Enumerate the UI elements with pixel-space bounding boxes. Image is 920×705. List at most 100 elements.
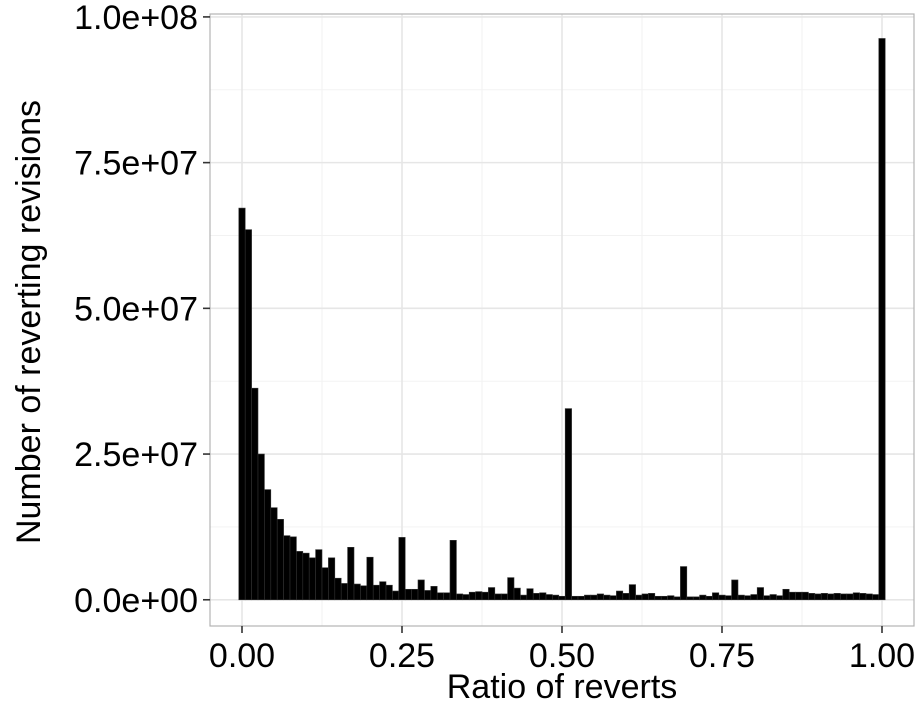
histogram-bar <box>584 594 592 601</box>
histogram-bar <box>616 590 624 601</box>
histogram-bar <box>558 595 566 601</box>
histogram-bar <box>628 584 636 601</box>
histogram-bar <box>372 584 380 601</box>
histogram-bar <box>731 579 739 601</box>
histogram-bar <box>692 596 700 601</box>
x-tick-label: 0.00 <box>209 637 275 675</box>
histogram-bar <box>788 591 796 601</box>
histogram-bar <box>411 588 419 601</box>
histogram-bar <box>590 594 598 601</box>
histogram-bar <box>801 591 809 601</box>
histogram-bar <box>334 577 342 601</box>
histogram-bar <box>635 594 643 601</box>
histogram-bar <box>289 536 297 601</box>
x-tick-label: 0.75 <box>689 637 755 675</box>
x-axis-title: Ratio of reverts <box>447 668 678 705</box>
y-tick-label: 2.5e+07 <box>74 436 198 474</box>
histogram-bar <box>238 207 246 601</box>
histogram-bar <box>814 593 822 601</box>
histogram-bar <box>705 595 713 601</box>
histogram-bar <box>795 591 803 601</box>
histogram-bar <box>328 557 336 601</box>
histogram-bar <box>283 535 291 601</box>
y-tick-label: 0.0e+00 <box>74 582 198 620</box>
histogram-bar <box>852 592 860 601</box>
histogram-bar <box>520 594 528 601</box>
histogram-bar <box>654 595 662 601</box>
histogram-bar <box>571 595 579 601</box>
histogram-bar <box>648 593 656 601</box>
histogram-bar <box>667 595 675 601</box>
histogram-bar <box>782 588 790 601</box>
histogram-bar <box>641 593 649 601</box>
histogram-bar <box>724 595 732 601</box>
y-axis: 0.0e+00 2.5e+07 5.0e+07 7.5e+07 1.0e+08 <box>74 0 210 620</box>
histogram-bars <box>238 38 886 601</box>
histogram-bar <box>545 594 553 601</box>
histogram-bar <box>532 593 540 601</box>
histogram-bar <box>840 593 848 601</box>
histogram-bar <box>417 579 425 601</box>
histogram-bar <box>456 593 464 601</box>
histogram-bar <box>436 592 444 601</box>
histogram-bar <box>872 594 880 601</box>
histogram-bar <box>264 489 272 601</box>
histogram-bar <box>340 583 348 601</box>
histogram-bar <box>603 594 611 601</box>
histogram-bar <box>622 593 630 601</box>
histogram-bar <box>673 596 681 601</box>
histogram-bar <box>385 584 393 601</box>
histogram-bar <box>718 594 726 601</box>
histogram-bar <box>833 593 841 601</box>
histogram-bar <box>468 591 476 601</box>
histogram-bar <box>315 549 323 601</box>
histogram-bar <box>609 595 617 601</box>
y-tick-label: 5.0e+07 <box>74 290 198 328</box>
histogram-bar <box>596 593 604 601</box>
histogram-bar <box>244 229 252 601</box>
histogram-bar <box>539 592 547 601</box>
histogram-bar <box>769 594 777 601</box>
histogram-bar <box>276 519 284 601</box>
histogram-bar <box>257 453 265 601</box>
histogram-bar <box>750 594 758 601</box>
histogram-bar <box>449 540 457 601</box>
x-tick-label: 0.50 <box>529 637 595 675</box>
y-tick-label: 7.5e+07 <box>74 145 198 183</box>
histogram-bar <box>430 586 438 601</box>
histogram-bar <box>564 408 572 601</box>
histogram-bar <box>500 593 508 601</box>
histogram-bar <box>552 594 560 601</box>
histogram-bar <box>321 567 329 601</box>
x-tick-label: 1.00 <box>849 637 915 675</box>
histogram-bar <box>737 594 745 601</box>
histogram-bar <box>308 557 316 601</box>
histogram-bar <box>270 507 278 601</box>
histogram-bar <box>865 593 873 601</box>
x-axis: 0.00 0.25 0.50 0.75 1.00 <box>209 626 915 675</box>
histogram-bar <box>481 591 489 601</box>
histogram-bar <box>488 587 496 601</box>
histogram-bar <box>699 594 707 601</box>
x-tick-label: 0.25 <box>369 637 435 675</box>
histogram-bar <box>526 588 534 601</box>
histogram-bar <box>353 583 361 601</box>
histogram-bar <box>513 587 521 601</box>
histogram-bar <box>878 38 886 601</box>
histogram-bar <box>494 593 502 601</box>
histogram-bar <box>251 387 259 601</box>
histogram-bar <box>443 592 451 601</box>
histogram-bar <box>776 595 784 601</box>
y-tick-label: 1.0e+08 <box>74 0 198 37</box>
histogram-bar <box>859 593 867 601</box>
histogram-bar <box>462 594 470 601</box>
histogram-bar <box>398 537 406 601</box>
histogram-bar <box>360 585 368 601</box>
histogram-bar <box>763 595 771 601</box>
histogram-bar <box>846 593 854 601</box>
histogram-bar <box>296 551 304 601</box>
grid-lines <box>210 14 914 626</box>
histogram-bar <box>347 547 355 601</box>
histogram-bar <box>475 591 483 601</box>
histogram-bar <box>712 592 720 601</box>
